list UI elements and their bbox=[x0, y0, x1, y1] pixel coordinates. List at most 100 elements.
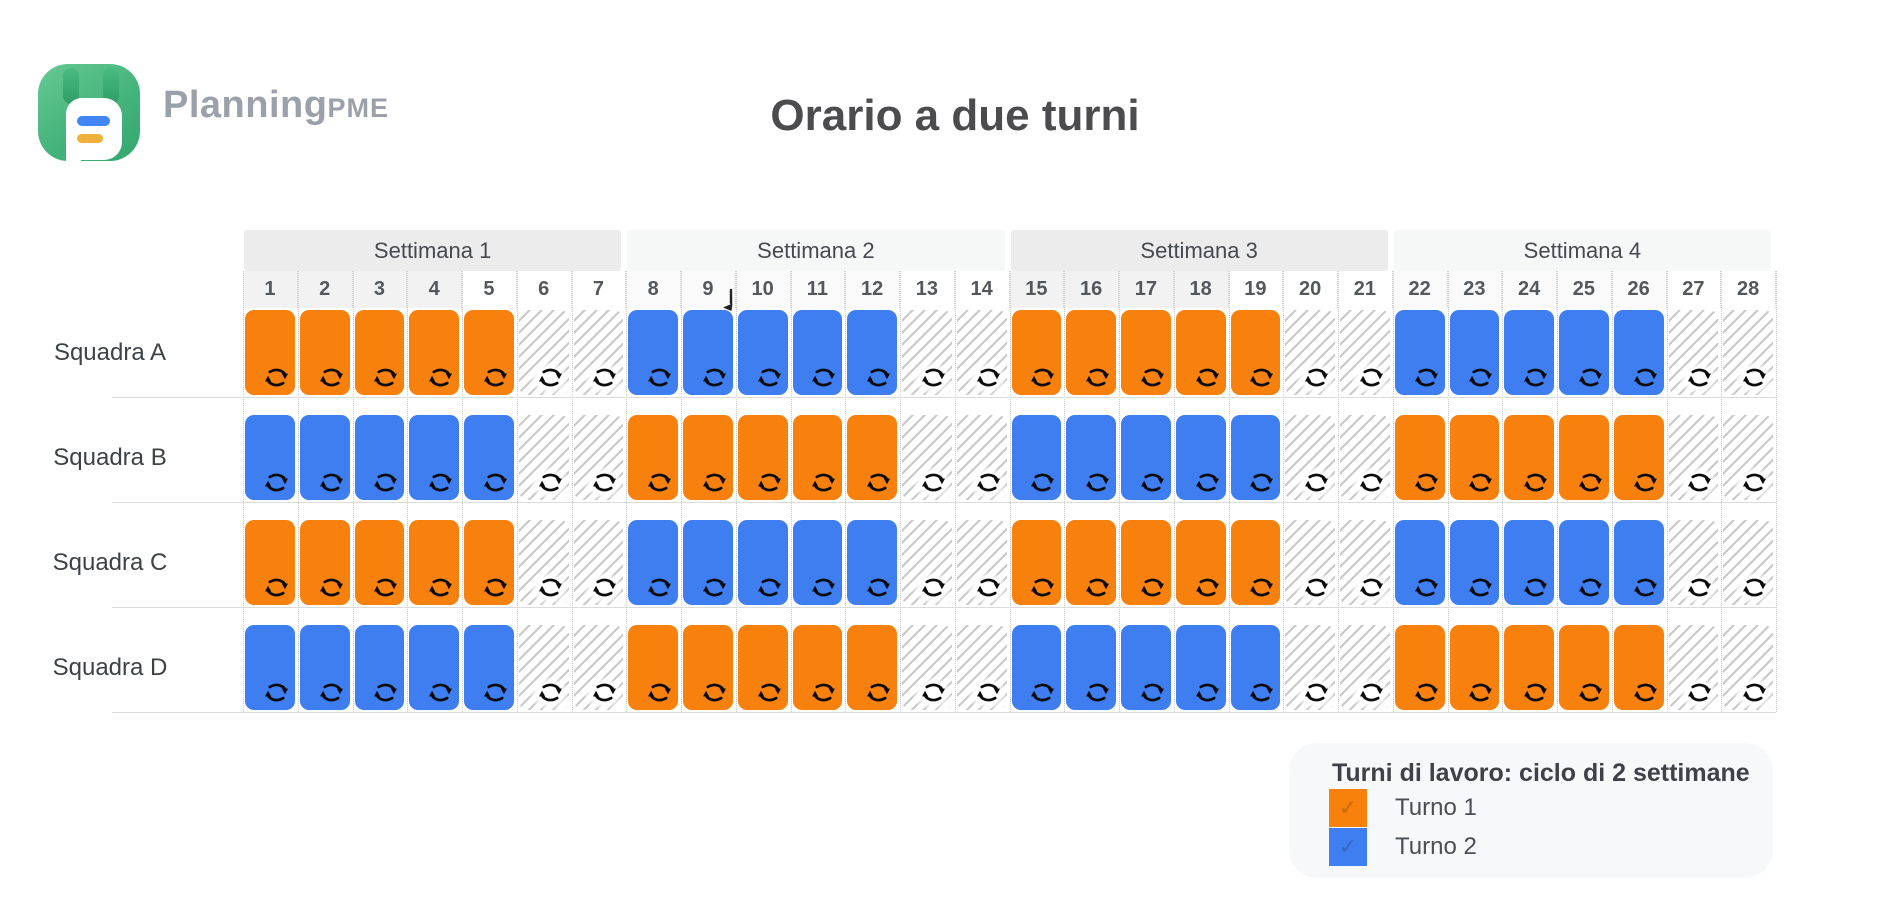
shift-cell-turno1[interactable] bbox=[1011, 310, 1062, 395]
off-day-cell[interactable] bbox=[956, 415, 1007, 500]
shift-cell-turno2[interactable] bbox=[245, 625, 295, 710]
shift-cell-turno2[interactable] bbox=[1449, 310, 1500, 395]
shift-cell-turno1[interactable] bbox=[1175, 310, 1226, 395]
shift-cell-turno1[interactable] bbox=[1121, 520, 1171, 605]
shift-cell-turno1[interactable] bbox=[847, 625, 897, 710]
shift-cell-turno2[interactable] bbox=[1559, 520, 1609, 605]
shift-cell-turno2[interactable] bbox=[354, 415, 405, 500]
shift-cell-turno2[interactable] bbox=[628, 310, 678, 395]
shift-cell-turno2[interactable] bbox=[1175, 625, 1226, 710]
shift-cell-turno1[interactable] bbox=[792, 625, 843, 710]
shift-cell-turno1[interactable] bbox=[1613, 625, 1664, 710]
shift-cell-turno2[interactable] bbox=[1121, 625, 1171, 710]
shift-cell-turno1[interactable] bbox=[1449, 415, 1500, 500]
shift-cell-turno2[interactable] bbox=[1121, 415, 1171, 500]
off-day-cell[interactable] bbox=[1340, 520, 1390, 605]
shift-cell-turno2[interactable] bbox=[683, 520, 733, 605]
shift-cell-turno2[interactable] bbox=[464, 625, 514, 710]
shift-cell-turno2[interactable] bbox=[1449, 520, 1500, 605]
shift-cell-turno2[interactable] bbox=[299, 625, 350, 710]
off-day-cell[interactable] bbox=[573, 625, 624, 710]
off-day-cell[interactable] bbox=[573, 310, 624, 395]
shift-cell-turno2[interactable] bbox=[1504, 310, 1554, 395]
off-day-cell[interactable] bbox=[1285, 625, 1335, 710]
shift-cell-turno2[interactable] bbox=[737, 310, 788, 395]
shift-cell-turno1[interactable] bbox=[628, 625, 678, 710]
shift-cell-turno1[interactable] bbox=[354, 520, 405, 605]
shift-cell-turno2[interactable] bbox=[1175, 415, 1226, 500]
shift-cell-turno2[interactable] bbox=[737, 520, 788, 605]
shift-cell-turno1[interactable] bbox=[464, 310, 514, 395]
shift-cell-turno2[interactable] bbox=[464, 415, 514, 500]
shift-cell-turno1[interactable] bbox=[1011, 520, 1062, 605]
shift-cell-turno2[interactable] bbox=[1066, 415, 1116, 500]
shift-cell-turno1[interactable] bbox=[1504, 415, 1554, 500]
shift-cell-turno2[interactable] bbox=[354, 625, 405, 710]
shift-cell-turno1[interactable] bbox=[409, 310, 459, 395]
off-day-cell[interactable] bbox=[573, 415, 624, 500]
shift-cell-turno2[interactable] bbox=[1394, 310, 1445, 395]
shift-cell-turno2[interactable] bbox=[1230, 625, 1281, 710]
shift-cell-turno2[interactable] bbox=[1504, 520, 1554, 605]
shift-cell-turno1[interactable] bbox=[245, 520, 295, 605]
shift-cell-turno1[interactable] bbox=[1175, 520, 1226, 605]
shift-cell-turno1[interactable] bbox=[1613, 415, 1664, 500]
shift-cell-turno2[interactable] bbox=[1011, 625, 1062, 710]
off-day-cell[interactable] bbox=[902, 415, 952, 500]
shift-cell-turno1[interactable] bbox=[1504, 625, 1554, 710]
off-day-cell[interactable] bbox=[902, 310, 952, 395]
shift-cell-turno1[interactable] bbox=[1121, 310, 1171, 395]
shift-cell-turno2[interactable] bbox=[1613, 520, 1664, 605]
shift-cell-turno1[interactable] bbox=[792, 415, 843, 500]
off-day-cell[interactable] bbox=[902, 520, 952, 605]
off-day-cell[interactable] bbox=[956, 625, 1007, 710]
shift-cell-turno1[interactable] bbox=[1559, 415, 1609, 500]
shift-cell-turno1[interactable] bbox=[464, 520, 514, 605]
shift-cell-turno1[interactable] bbox=[1066, 310, 1116, 395]
shift-cell-turno1[interactable] bbox=[683, 415, 733, 500]
shift-cell-turno2[interactable] bbox=[683, 310, 733, 395]
shift-cell-turno2[interactable] bbox=[1613, 310, 1664, 395]
shift-cell-turno1[interactable] bbox=[245, 310, 295, 395]
off-day-cell[interactable] bbox=[1285, 310, 1335, 395]
shift-cell-turno1[interactable] bbox=[299, 310, 350, 395]
shift-cell-turno1[interactable] bbox=[1449, 625, 1500, 710]
shift-cell-turno1[interactable] bbox=[1230, 310, 1281, 395]
off-day-cell[interactable] bbox=[902, 625, 952, 710]
off-day-cell[interactable] bbox=[956, 310, 1007, 395]
shift-cell-turno2[interactable] bbox=[1066, 625, 1116, 710]
off-day-cell[interactable] bbox=[1340, 625, 1390, 710]
off-day-cell[interactable] bbox=[1723, 415, 1773, 500]
off-day-cell[interactable] bbox=[1340, 310, 1390, 395]
off-day-cell[interactable] bbox=[1340, 415, 1390, 500]
off-day-cell[interactable] bbox=[1668, 310, 1719, 395]
shift-cell-turno1[interactable] bbox=[409, 520, 459, 605]
off-day-cell[interactable] bbox=[1285, 520, 1335, 605]
off-day-cell[interactable] bbox=[518, 310, 569, 395]
shift-cell-turno1[interactable] bbox=[847, 415, 897, 500]
shift-cell-turno2[interactable] bbox=[409, 415, 459, 500]
off-day-cell[interactable] bbox=[1723, 520, 1773, 605]
shift-cell-turno1[interactable] bbox=[1394, 415, 1445, 500]
shift-cell-turno2[interactable] bbox=[792, 310, 843, 395]
off-day-cell[interactable] bbox=[1723, 310, 1773, 395]
shift-cell-turno2[interactable] bbox=[1230, 415, 1281, 500]
shift-cell-turno2[interactable] bbox=[245, 415, 295, 500]
shift-cell-turno1[interactable] bbox=[737, 625, 788, 710]
off-day-cell[interactable] bbox=[1285, 415, 1335, 500]
shift-cell-turno1[interactable] bbox=[299, 520, 350, 605]
off-day-cell[interactable] bbox=[573, 520, 624, 605]
off-day-cell[interactable] bbox=[1668, 415, 1719, 500]
shift-cell-turno1[interactable] bbox=[737, 415, 788, 500]
shift-cell-turno1[interactable] bbox=[1230, 520, 1281, 605]
off-day-cell[interactable] bbox=[518, 520, 569, 605]
off-day-cell[interactable] bbox=[518, 415, 569, 500]
shift-cell-turno1[interactable] bbox=[1394, 625, 1445, 710]
shift-cell-turno2[interactable] bbox=[628, 520, 678, 605]
shift-cell-turno1[interactable] bbox=[1559, 625, 1609, 710]
off-day-cell[interactable] bbox=[1668, 520, 1719, 605]
shift-cell-turno2[interactable] bbox=[299, 415, 350, 500]
shift-cell-turno2[interactable] bbox=[1394, 520, 1445, 605]
off-day-cell[interactable] bbox=[1668, 625, 1719, 710]
legend-swatch-turno2[interactable]: ✓ bbox=[1329, 828, 1367, 866]
